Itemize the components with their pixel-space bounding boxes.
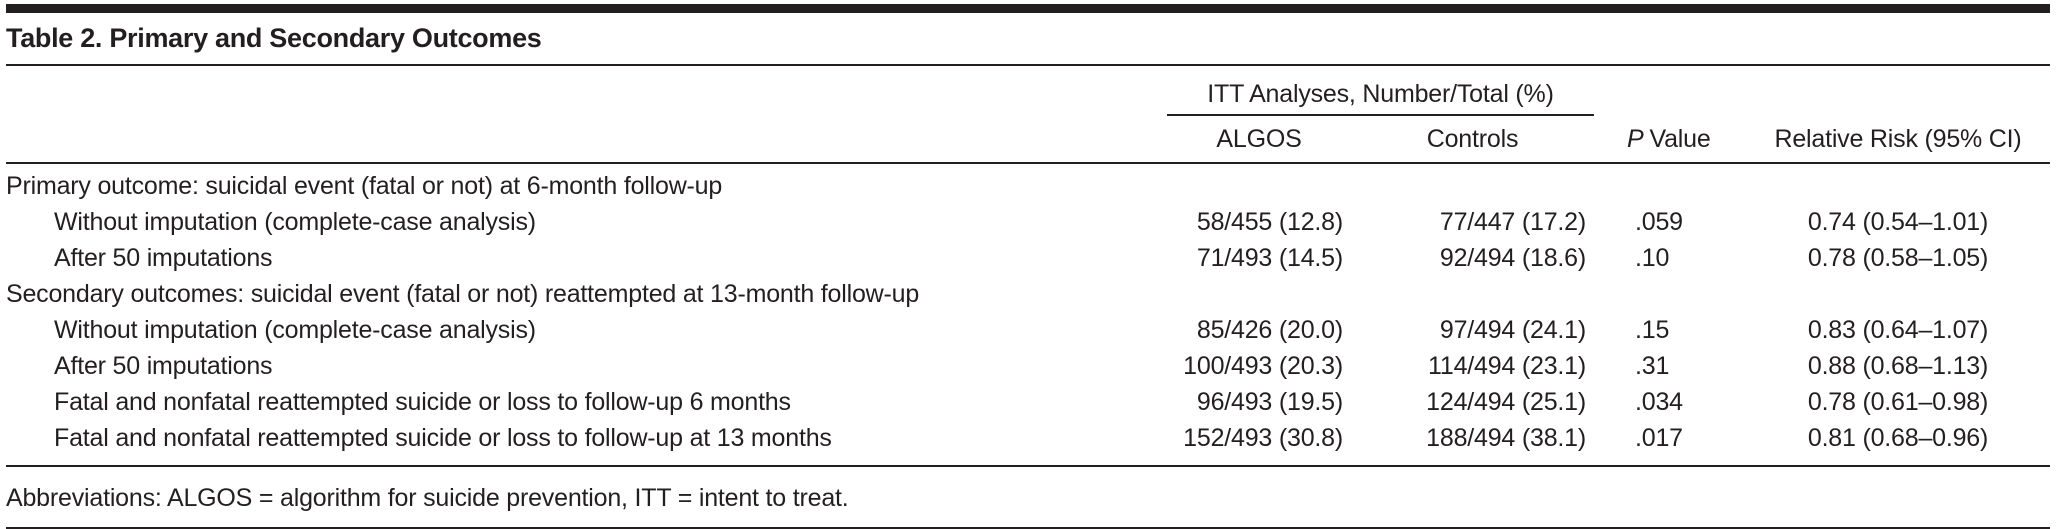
outcome-label: Without imputation (complete-case analys… bbox=[54, 315, 536, 344]
controls-value: 77/447 (17.2) bbox=[1439, 207, 1586, 236]
relative-risk-value: 0.81 (0.68–0.96) bbox=[1807, 423, 1989, 452]
relative-risk-value: 0.74 (0.54–1.01) bbox=[1807, 207, 1989, 236]
column-header-controls: Controls bbox=[1426, 124, 1519, 153]
controls-value: 124/494 (25.1) bbox=[1426, 387, 1586, 416]
relative-risk-value: 0.88 (0.68–1.13) bbox=[1807, 351, 1989, 380]
table-row: Fatal and nonfatal reattempted suicide o… bbox=[6, 384, 2050, 420]
section-row-primary-outcome: Primary outcome: suicidal event (fatal o… bbox=[6, 168, 2050, 204]
controls-value: 188/494 (38.1) bbox=[1426, 423, 1586, 452]
controls-value: 97/494 (24.1) bbox=[1439, 315, 1586, 344]
relative-risk-value: 0.83 (0.64–1.07) bbox=[1807, 315, 1989, 344]
algos-value: 58/455 (12.8) bbox=[1196, 207, 1343, 236]
section-row-secondary-outcomes: Secondary outcomes: suicidal event (fata… bbox=[6, 276, 2050, 312]
column-header-p-value: P Value bbox=[1594, 125, 1746, 154]
algos-value: 85/426 (20.0) bbox=[1196, 315, 1343, 344]
controls-value: 114/494 (23.1) bbox=[1428, 351, 1586, 380]
table-row: Without imputation (complete-case analys… bbox=[6, 312, 2050, 348]
outcome-label: Fatal and nonfatal reattempted suicide o… bbox=[54, 387, 791, 416]
p-value: .31 bbox=[1635, 351, 1670, 380]
table-row: After 50 imputations 100/493 (20.3) 114/… bbox=[6, 348, 2050, 384]
relative-risk-value: 0.78 (0.61–0.98) bbox=[1807, 387, 1989, 416]
title-divider bbox=[6, 64, 2050, 66]
outcome-section-label: Secondary outcomes: suicidal event (fata… bbox=[6, 279, 920, 308]
outcome-label: After 50 imputations bbox=[54, 243, 273, 272]
table-bottom-border bbox=[6, 527, 2050, 529]
column-header-algos: ALGOS bbox=[1216, 124, 1302, 153]
relative-risk-value: 0.78 (0.58–1.05) bbox=[1807, 243, 1989, 272]
column-header-row: ALGOS Controls P Value Relative Risk (95%… bbox=[6, 116, 2050, 162]
column-group-header: ITT Analyses, Number/Total (%) bbox=[1167, 80, 1594, 116]
column-header-relative-risk: Relative Risk (95% CI) bbox=[1774, 124, 2022, 153]
p-value-italic-letter: P bbox=[1627, 124, 1644, 153]
p-value: .10 bbox=[1635, 243, 1670, 272]
p-value-rest-label: Value bbox=[1649, 124, 1711, 153]
table-title: Table 2. Primary and Secondary Outcomes bbox=[6, 23, 542, 53]
p-value: .017 bbox=[1635, 423, 1683, 452]
p-value: .034 bbox=[1635, 387, 1683, 416]
outcome-label: Fatal and nonfatal reattempted suicide o… bbox=[54, 423, 832, 452]
algos-value: 100/493 (20.3) bbox=[1183, 351, 1343, 380]
body-footnote-divider bbox=[6, 465, 2050, 467]
outcome-label: After 50 imputations bbox=[54, 351, 273, 380]
footnote: Abbreviations: ALGOS = algorithm for sui… bbox=[6, 484, 849, 512]
table-row: Fatal and nonfatal reattempted suicide o… bbox=[6, 420, 2050, 456]
table-row: After 50 imputations 71/493 (14.5) 92/49… bbox=[6, 240, 2050, 276]
outcome-label: Without imputation (complete-case analys… bbox=[54, 207, 536, 236]
algos-value: 152/493 (30.8) bbox=[1183, 423, 1343, 452]
p-value: .15 bbox=[1635, 315, 1670, 344]
controls-value: 92/494 (18.6) bbox=[1439, 243, 1586, 272]
algos-value: 96/493 (19.5) bbox=[1196, 387, 1343, 416]
column-group-header-row: ITT Analyses, Number/Total (%) bbox=[6, 66, 2050, 116]
table-row: Without imputation (complete-case analys… bbox=[6, 204, 2050, 240]
outcome-section-label: Primary outcome: suicidal event (fatal o… bbox=[6, 171, 723, 200]
header-divider bbox=[6, 162, 2050, 164]
algos-value: 71/493 (14.5) bbox=[1196, 243, 1343, 272]
table-top-border bbox=[6, 4, 2050, 13]
table-body: Primary outcome: suicidal event (fatal o… bbox=[6, 164, 2050, 465]
p-value: .059 bbox=[1635, 207, 1683, 236]
